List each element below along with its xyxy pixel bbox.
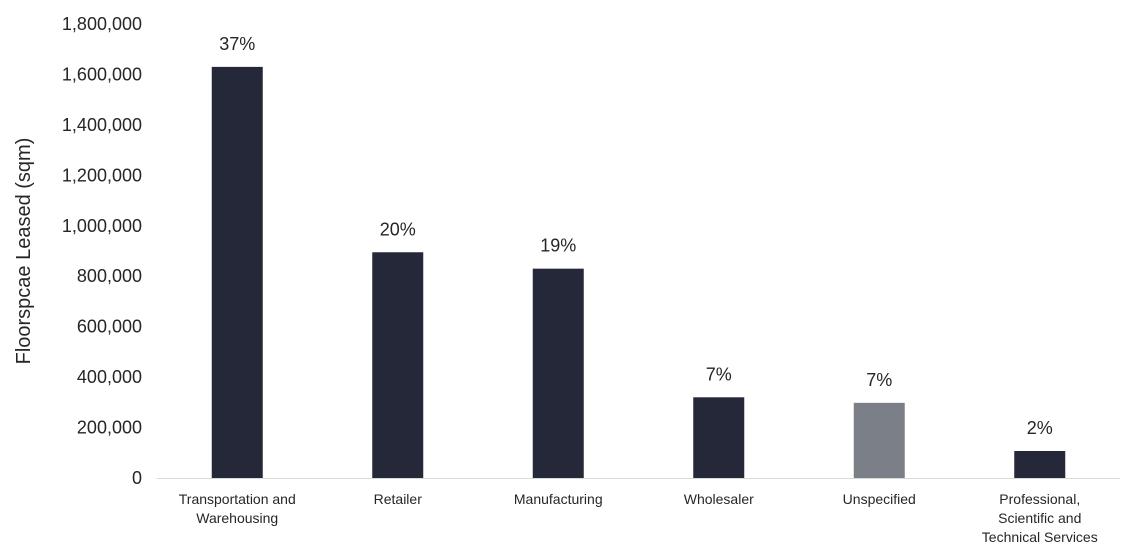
y-tick-label: 1,800,000 [62, 14, 142, 34]
y-tick-label: 1,600,000 [62, 64, 142, 84]
category-label-line: Warehousing [196, 510, 278, 526]
data-label: 7% [866, 370, 892, 390]
y-tick-label: 1,400,000 [62, 115, 142, 135]
category-label-line: Scientific and [998, 510, 1081, 526]
bar [1014, 451, 1066, 478]
y-tick-label: 0 [132, 468, 142, 488]
y-axis-label: Floorspcae Leased (sqm) [13, 138, 35, 365]
category-label-line: Manufacturing [514, 491, 603, 507]
bar [693, 397, 745, 478]
bar [853, 402, 905, 478]
bar [532, 268, 584, 478]
category-label: Manufacturing [514, 491, 603, 507]
bar [211, 66, 263, 478]
category-label-line: Transportation and [179, 491, 296, 507]
bar [372, 252, 424, 478]
category-label: Wholesaler [684, 491, 754, 507]
category-label: Retailer [374, 491, 423, 507]
data-label: 7% [706, 364, 732, 384]
category-label-line: Unspecified [843, 491, 916, 507]
y-tick-label: 200,000 [77, 418, 142, 438]
y-tick-label: 400,000 [77, 367, 142, 387]
category-label-line: Technical Services [982, 529, 1098, 545]
y-tick-label: 600,000 [77, 317, 142, 337]
y-tick-label: 800,000 [77, 266, 142, 286]
category-label-line: Professional, [999, 491, 1080, 507]
category-label-line: Retailer [374, 491, 423, 507]
category-label-line: Wholesaler [684, 491, 754, 507]
data-label: 20% [380, 219, 416, 239]
data-label: 19% [540, 236, 576, 256]
data-label: 2% [1027, 418, 1053, 438]
category-label: Professional, Scientific and Technical Ser… [982, 491, 1098, 545]
category-label: Transportation and Warehousing [179, 491, 296, 526]
data-label: 37% [219, 34, 255, 54]
category-label: Unspecified [843, 491, 916, 507]
y-tick-label: 1,000,000 [62, 216, 142, 236]
y-tick-label: 1,200,000 [62, 165, 142, 185]
